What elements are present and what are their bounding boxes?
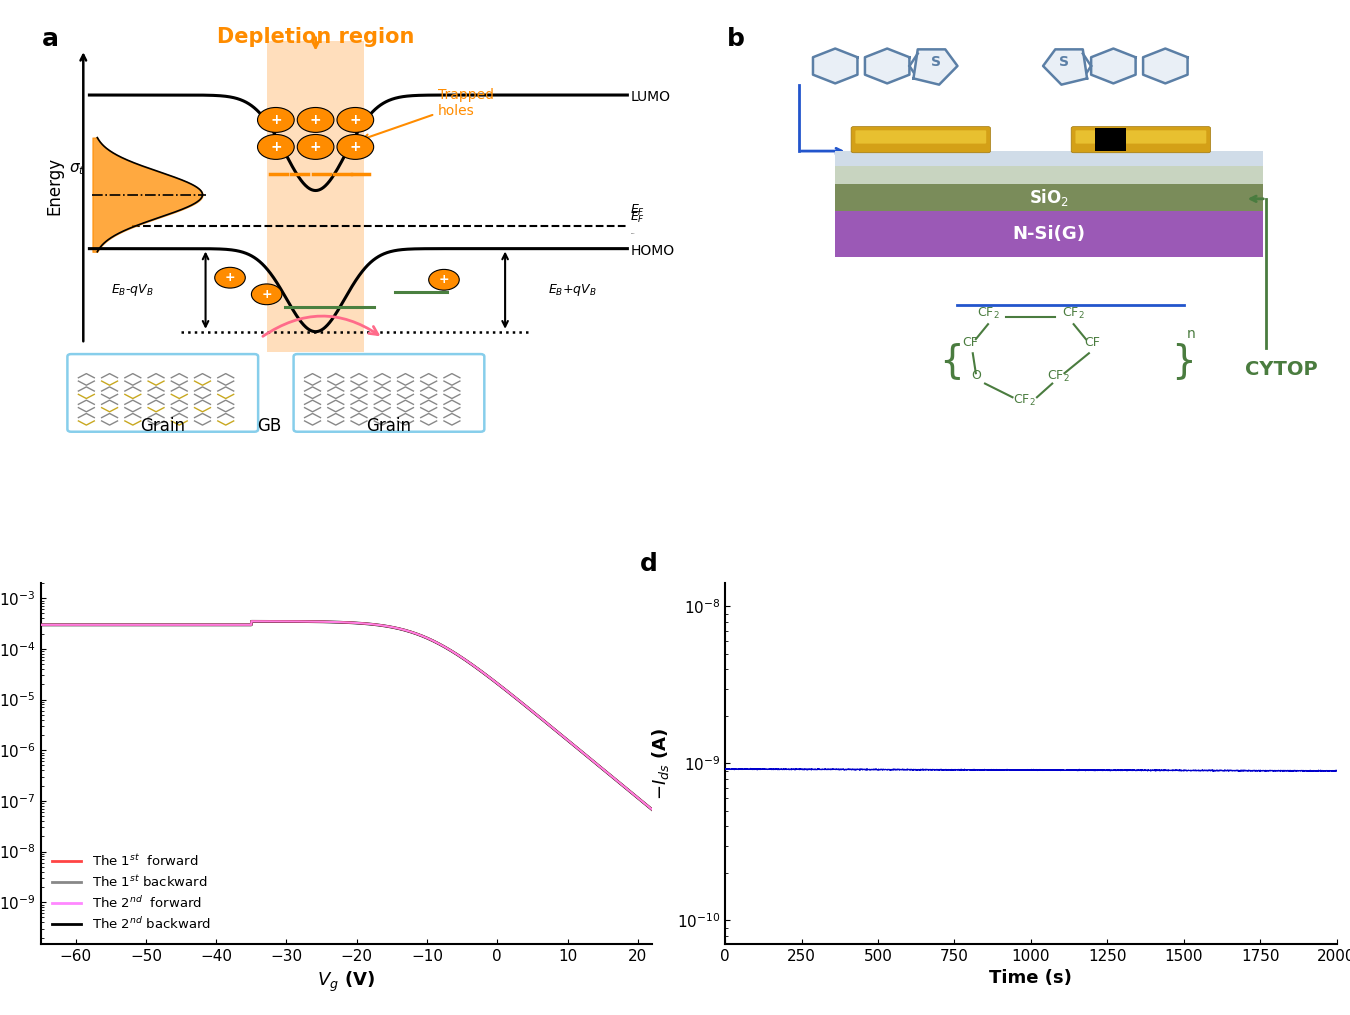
Text: b: b	[726, 26, 744, 51]
Text: +: +	[309, 140, 321, 154]
Text: S: S	[1060, 55, 1069, 69]
Text: GB: GB	[258, 416, 282, 434]
Text: $E_F$: $E_F$	[630, 210, 645, 225]
Text: S: S	[931, 55, 941, 69]
Text: +: +	[262, 288, 271, 300]
Polygon shape	[1143, 49, 1188, 83]
Text: Grain: Grain	[140, 416, 185, 434]
FancyBboxPatch shape	[836, 151, 1264, 165]
Polygon shape	[1091, 49, 1135, 83]
Text: CF: CF	[961, 336, 977, 349]
Text: d: d	[640, 552, 657, 576]
Text: CYTOP: CYTOP	[1245, 359, 1318, 379]
Text: +: +	[350, 140, 362, 154]
Text: Grain: Grain	[366, 416, 412, 434]
Text: HOMO: HOMO	[630, 244, 675, 258]
Text: CF$_2$: CF$_2$	[976, 307, 999, 321]
FancyBboxPatch shape	[293, 354, 485, 431]
Text: $E_F$: $E_F$	[630, 203, 645, 218]
Circle shape	[258, 134, 294, 159]
Text: }: }	[1172, 342, 1196, 380]
FancyBboxPatch shape	[850, 127, 991, 152]
X-axis label: Time (s): Time (s)	[990, 969, 1072, 988]
FancyBboxPatch shape	[1076, 130, 1207, 143]
Text: a: a	[42, 26, 58, 51]
Bar	[267, 41, 364, 352]
Text: $\sigma_t$: $\sigma_t$	[69, 160, 85, 177]
Circle shape	[338, 134, 374, 159]
Text: CF$_2$: CF$_2$	[1062, 307, 1085, 321]
Text: LUMO: LUMO	[630, 90, 671, 105]
FancyArrowPatch shape	[263, 316, 378, 336]
Circle shape	[297, 134, 333, 159]
Polygon shape	[1044, 50, 1087, 84]
Circle shape	[429, 269, 459, 290]
Text: +: +	[350, 113, 362, 127]
Text: Depletion region: Depletion region	[217, 26, 414, 47]
Circle shape	[251, 284, 282, 304]
Circle shape	[338, 108, 374, 132]
Text: CF: CF	[1084, 336, 1100, 349]
Text: n: n	[1187, 327, 1196, 341]
Text: +: +	[224, 271, 235, 284]
Text: +: +	[439, 273, 450, 286]
Text: $E_B$-$qV_B$: $E_B$-$qV_B$	[111, 282, 154, 298]
FancyBboxPatch shape	[1071, 127, 1211, 152]
Text: N-Si(G): N-Si(G)	[1012, 225, 1085, 244]
Circle shape	[297, 108, 333, 132]
Circle shape	[215, 267, 246, 288]
Polygon shape	[865, 49, 910, 83]
Text: CF$_2$: CF$_2$	[1048, 368, 1069, 384]
FancyBboxPatch shape	[836, 185, 1264, 211]
FancyBboxPatch shape	[836, 211, 1264, 257]
Text: SiO$_2$: SiO$_2$	[1029, 188, 1069, 208]
FancyBboxPatch shape	[68, 354, 258, 431]
Polygon shape	[914, 50, 957, 84]
Bar	[1095, 128, 1126, 151]
Y-axis label: $-I_{ds}$ (A): $-I_{ds}$ (A)	[651, 727, 671, 800]
Text: +: +	[270, 113, 282, 127]
Text: O: O	[971, 369, 980, 383]
Text: CF$_2$: CF$_2$	[1014, 394, 1035, 408]
Legend: The 1$^{st}$  forward, The 1$^{st}$ backward, The 2$^{nd}$  forward, The 2$^{nd}: The 1$^{st}$ forward, The 1$^{st}$ backw…	[47, 848, 216, 938]
Text: {: {	[940, 342, 964, 380]
Text: $E_B$+$qV_B$: $E_B$+$qV_B$	[548, 282, 597, 298]
FancyBboxPatch shape	[836, 165, 1264, 185]
Polygon shape	[813, 49, 857, 83]
Text: +: +	[309, 113, 321, 127]
Circle shape	[258, 108, 294, 132]
X-axis label: $V_g$ (V): $V_g$ (V)	[317, 969, 375, 994]
Text: Trapped
holes: Trapped holes	[363, 88, 494, 140]
Text: Energy: Energy	[45, 157, 63, 215]
Text: +: +	[270, 140, 282, 154]
FancyBboxPatch shape	[856, 130, 987, 143]
